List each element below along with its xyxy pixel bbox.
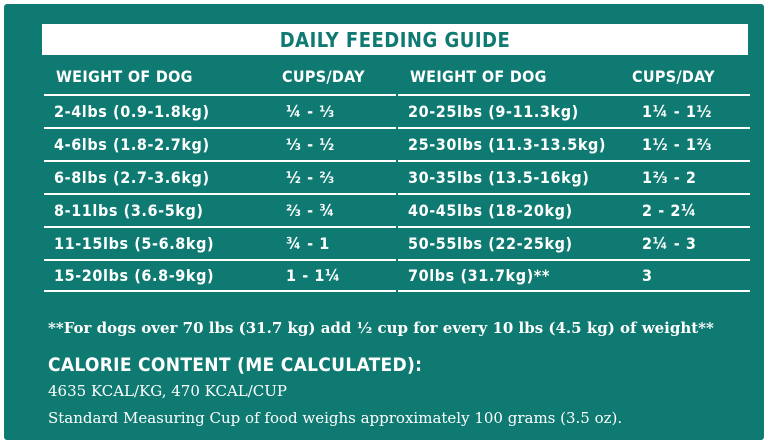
weight-cell: 25-30lbs (11.3-13.5kg) xyxy=(408,135,607,154)
table-row: 2-4lbs (0.9-1.8kg) ¼ - ⅓ xyxy=(44,94,396,127)
calorie-values: 4635 KCAL/KG, 470 KCAL/CUP xyxy=(48,382,287,400)
cups-cell: 2 - 2¼ xyxy=(642,201,697,220)
cups-cell: 1¼ - 1½ xyxy=(642,102,713,121)
table-row: 20-25lbs (9-11.3kg) 1¼ - 1½ xyxy=(398,94,750,127)
weight-cell: 30-35lbs (13.5-16kg) xyxy=(408,168,590,187)
cups-cell: 2¼ - 3 xyxy=(642,234,697,253)
weight-header: WEIGHT OF DOG xyxy=(56,66,193,86)
table-row: 25-30lbs (11.3-13.5kg) 1½ - 1⅔ xyxy=(398,127,750,160)
cups-cell: 3 xyxy=(642,266,653,285)
feeding-table-left: WEIGHT OF DOG CUPS/DAY 2-4lbs (0.9-1.8kg… xyxy=(44,61,396,292)
feeding-table-right: WEIGHT OF DOG CUPS/DAY 20-25lbs (9-11.3k… xyxy=(398,61,750,292)
guide-title: DAILY FEEDING GUIDE xyxy=(42,24,748,55)
cups-header: CUPS/DAY xyxy=(632,66,715,86)
table-row: 40-45lbs (18-20kg) 2 - 2¼ xyxy=(398,193,750,226)
weight-cell: 11-15lbs (5-6.8kg) xyxy=(54,234,215,253)
weight-cell: 6-8lbs (2.7-3.6kg) xyxy=(54,168,210,187)
table-row: 15-20lbs (6.8-9kg) 1 - 1¼ xyxy=(44,259,396,292)
table-row: 11-15lbs (5-6.8kg) ¾ - 1 xyxy=(44,226,396,259)
weight-cell: 70lbs (31.7kg)** xyxy=(408,266,551,285)
cups-cell: ¾ - 1 xyxy=(286,234,330,253)
table-header: WEIGHT OF DOG CUPS/DAY xyxy=(44,61,396,94)
table-row: 50-55lbs (22-25kg) 2¼ - 3 xyxy=(398,226,750,259)
cups-cell: 1 - 1¼ xyxy=(286,266,341,285)
cups-cell: ⅔ - ¾ xyxy=(286,201,335,220)
calorie-title: CALORIE CONTENT (ME CALCULATED): xyxy=(48,354,423,376)
weight-cell: 4-6lbs (1.8-2.7kg) xyxy=(54,135,210,154)
feeding-guide-panel: DAILY FEEDING GUIDE WEIGHT OF DOG CUPS/D… xyxy=(4,4,764,440)
weight-cell: 8-11lbs (3.6-5kg) xyxy=(54,201,204,220)
cups-cell: 1⅔ - 2 xyxy=(642,168,697,187)
table-row: 70lbs (31.7kg)** 3 xyxy=(398,259,750,292)
table-row: 8-11lbs (3.6-5kg) ⅔ - ¾ xyxy=(44,193,396,226)
weight-cell: 20-25lbs (9-11.3kg) xyxy=(408,102,579,121)
table-row: 4-6lbs (1.8-2.7kg) ⅓ - ½ xyxy=(44,127,396,160)
footnote: **For dogs over 70 lbs (31.7 kg) add ½ c… xyxy=(48,319,714,337)
cups-cell: ⅓ - ½ xyxy=(286,135,335,154)
cup-weight-note: Standard Measuring Cup of food weighs ap… xyxy=(48,409,623,427)
cups-header: CUPS/DAY xyxy=(282,66,365,86)
weight-cell: 50-55lbs (22-25kg) xyxy=(408,234,573,253)
weight-cell: 40-45lbs (18-20kg) xyxy=(408,201,573,220)
cups-cell: ¼ - ⅓ xyxy=(286,102,335,121)
table-row: 6-8lbs (2.7-3.6kg) ½ - ⅔ xyxy=(44,160,396,193)
weight-cell: 2-4lbs (0.9-1.8kg) xyxy=(54,102,210,121)
table-row: 30-35lbs (13.5-16kg) 1⅔ - 2 xyxy=(398,160,750,193)
cups-cell: 1½ - 1⅔ xyxy=(642,135,713,154)
table-header: WEIGHT OF DOG CUPS/DAY xyxy=(398,61,750,94)
cups-cell: ½ - ⅔ xyxy=(286,168,335,187)
weight-header: WEIGHT OF DOG xyxy=(410,66,547,86)
weight-cell: 15-20lbs (6.8-9kg) xyxy=(54,266,215,285)
